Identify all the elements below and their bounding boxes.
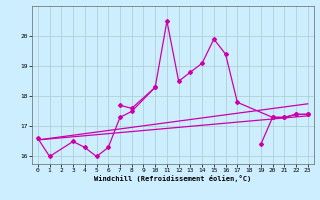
X-axis label: Windchill (Refroidissement éolien,°C): Windchill (Refroidissement éolien,°C): [94, 175, 252, 182]
